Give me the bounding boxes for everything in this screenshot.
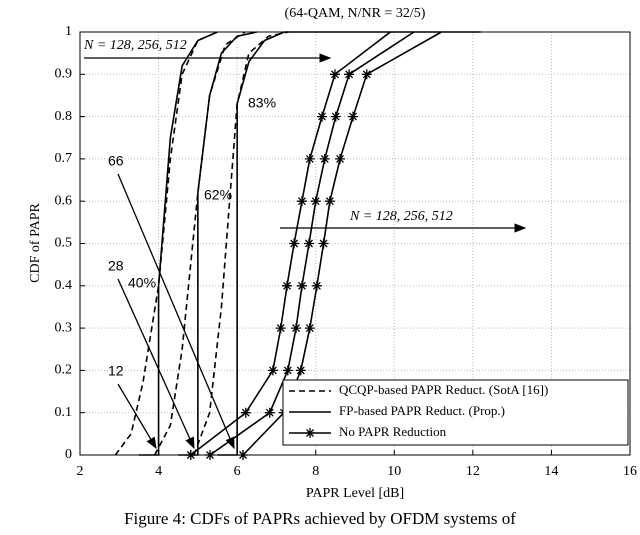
- y-axis-label: CDF of PAPR: [28, 203, 43, 283]
- annotation: 62%: [204, 187, 232, 203]
- cdf-line: [138, 31, 218, 456]
- star-marker: [319, 153, 330, 164]
- cdf-line: [217, 31, 481, 456]
- y-tick-label: 0: [65, 447, 72, 462]
- star-marker: [238, 450, 249, 460]
- star-marker: [282, 280, 293, 291]
- legend-label: FP-based PAPR Reduct. (Prop.): [339, 403, 505, 418]
- x-tick-label: 8: [312, 464, 319, 479]
- legend-label: QCQP-based PAPR Reduct. (SotA [16]): [339, 382, 548, 397]
- star-marker: [205, 450, 216, 460]
- cdf-line: [178, 31, 257, 456]
- star-marker: [282, 365, 293, 376]
- star-marker: [305, 428, 315, 438]
- star-marker: [304, 238, 315, 249]
- y-tick-label: 0.1: [55, 405, 73, 420]
- star-marker: [291, 323, 302, 334]
- star-marker: [289, 238, 300, 249]
- star-marker: [304, 153, 315, 164]
- star-marker: [240, 407, 251, 418]
- annotations: N = 128, 256, 512 N = 128, 256, 512 66 28 12…: [83, 38, 527, 450]
- y-tick-label: 0.6: [55, 193, 73, 208]
- star-marker: [304, 323, 315, 334]
- legend-box: [282, 379, 629, 446]
- y-tick-label: 0.4: [55, 278, 73, 293]
- annotation-arrow: [117, 383, 157, 450]
- annotation: 40%: [128, 275, 156, 291]
- x-tick-label: 4: [155, 464, 162, 479]
- annotation: 12: [108, 363, 124, 379]
- x-tick-label: 12: [466, 464, 480, 479]
- star-marker: [311, 280, 322, 291]
- x-tick-label: 14: [544, 464, 558, 479]
- chart-subtitle: (64-QAM, N/NR = 32/5): [285, 6, 426, 21]
- star-marker: [348, 111, 359, 122]
- star-marker: [267, 365, 278, 376]
- star-marker: [361, 69, 372, 80]
- figure-caption: Figure 4: CDFs of PAPRs achieved by OFDM…: [124, 509, 516, 528]
- annotation: N = 128, 256, 512: [83, 38, 187, 53]
- star-marker: [264, 407, 275, 418]
- star-marker: [310, 196, 321, 207]
- x-tick-label: 2: [77, 464, 84, 479]
- y-tick-label: 0.5: [55, 236, 73, 251]
- star-marker: [185, 450, 196, 460]
- star-marker: [295, 365, 306, 376]
- y-tick-label: 0.7: [55, 151, 73, 166]
- x-tick-label: 6: [234, 464, 241, 479]
- star-marker: [335, 153, 346, 164]
- x-tick-label: 10: [387, 464, 401, 479]
- star-marker: [317, 111, 327, 122]
- annotation: N = 128, 256, 512: [349, 209, 453, 224]
- y-tick-label: 0.8: [55, 109, 73, 124]
- star-marker: [344, 69, 355, 80]
- annotation: 28: [108, 258, 124, 274]
- annotation-arrow: [117, 173, 235, 450]
- star-marker: [329, 69, 340, 80]
- star-marker: [324, 196, 335, 207]
- grid: 2 4 6 8 10 12 14 16 0 0.1 0.2 0.3 0.4 0.5 0.6 0.7 0.8 0.9…: [55, 24, 638, 479]
- plot-area: [114, 31, 481, 460]
- y-tick-label: 0.2: [55, 363, 73, 378]
- star-marker: [318, 238, 329, 249]
- cdf-line: [153, 31, 246, 456]
- y-tick-label: 0.3: [55, 320, 73, 335]
- y-tick-label: 0.9: [55, 67, 73, 82]
- cdf-line: [114, 31, 218, 456]
- x-tick-label: 16: [623, 464, 637, 479]
- annotation: 66: [108, 153, 124, 169]
- star-marker: [330, 111, 341, 122]
- x-axis-label: PAPR Level [dB]: [306, 486, 404, 501]
- y-tick-label: 1: [65, 24, 72, 39]
- annotation-arrow: [117, 278, 195, 450]
- annotation: 83%: [248, 95, 276, 111]
- legend: QCQP-based PAPR Reduct. (SotA [16]) FP-ba…: [282, 379, 629, 446]
- legend-label: No PAPR Reduction: [339, 424, 447, 439]
- star-marker: [296, 196, 307, 207]
- star-marker: [296, 280, 307, 291]
- star-marker: [275, 323, 286, 334]
